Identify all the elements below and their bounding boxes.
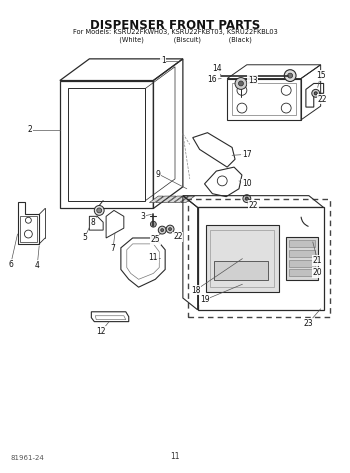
Bar bbox=[205, 225, 279, 292]
Circle shape bbox=[161, 228, 164, 232]
Text: 11: 11 bbox=[170, 452, 180, 461]
Text: 18: 18 bbox=[191, 286, 201, 295]
Bar bbox=[289, 240, 315, 247]
Text: DISPENSER FRONT PARTS: DISPENSER FRONT PARTS bbox=[90, 18, 260, 32]
Text: 16: 16 bbox=[208, 75, 217, 84]
Circle shape bbox=[235, 78, 247, 89]
Text: 22: 22 bbox=[249, 201, 259, 210]
Circle shape bbox=[158, 226, 166, 234]
Circle shape bbox=[284, 70, 296, 81]
Text: 17: 17 bbox=[242, 150, 252, 159]
Text: 14: 14 bbox=[212, 64, 222, 73]
Text: 15: 15 bbox=[316, 71, 326, 80]
Bar bbox=[289, 260, 315, 266]
Text: 12: 12 bbox=[97, 327, 106, 336]
Polygon shape bbox=[162, 196, 176, 202]
Bar bbox=[289, 270, 315, 276]
Circle shape bbox=[97, 208, 102, 213]
Bar bbox=[286, 237, 318, 280]
Circle shape bbox=[94, 205, 104, 215]
Bar bbox=[289, 250, 315, 257]
Circle shape bbox=[312, 89, 320, 97]
Polygon shape bbox=[181, 196, 195, 202]
Text: 22: 22 bbox=[173, 233, 183, 242]
Text: 6: 6 bbox=[8, 260, 13, 269]
Bar bbox=[232, 83, 296, 115]
Bar bbox=[20, 216, 37, 242]
Text: For Models: KSRU22FKWH03, KSRU22FKBT03, KSRU22FKBL03: For Models: KSRU22FKWH03, KSRU22FKBT03, … bbox=[73, 29, 277, 35]
Polygon shape bbox=[149, 196, 163, 202]
Text: 20: 20 bbox=[313, 268, 322, 277]
Circle shape bbox=[166, 225, 174, 233]
Circle shape bbox=[169, 228, 172, 231]
Text: 11: 11 bbox=[149, 253, 158, 262]
Text: 81961-24: 81961-24 bbox=[10, 455, 44, 461]
Text: (White)              (Biscuit)             (Black): (White) (Biscuit) (Black) bbox=[98, 36, 252, 43]
Text: 9: 9 bbox=[156, 169, 161, 178]
Bar bbox=[188, 199, 330, 317]
Circle shape bbox=[288, 73, 293, 78]
Text: 4: 4 bbox=[35, 261, 40, 270]
Text: 7: 7 bbox=[111, 244, 116, 254]
Polygon shape bbox=[156, 196, 170, 202]
Text: 2: 2 bbox=[28, 125, 33, 134]
Text: 8: 8 bbox=[91, 218, 96, 227]
Text: 19: 19 bbox=[200, 296, 209, 305]
Polygon shape bbox=[174, 196, 188, 202]
Text: 10: 10 bbox=[242, 179, 252, 188]
Text: 25: 25 bbox=[150, 236, 160, 245]
Bar bbox=[210, 230, 274, 287]
Circle shape bbox=[238, 81, 243, 86]
Text: 21: 21 bbox=[313, 256, 322, 265]
Bar bbox=[214, 261, 268, 280]
Text: 5: 5 bbox=[82, 234, 87, 243]
Text: 22: 22 bbox=[318, 95, 327, 104]
Text: 23: 23 bbox=[303, 319, 313, 328]
Text: 3: 3 bbox=[140, 212, 145, 221]
Polygon shape bbox=[168, 196, 182, 202]
Circle shape bbox=[314, 92, 317, 95]
Text: 1: 1 bbox=[161, 56, 166, 65]
Circle shape bbox=[243, 195, 251, 202]
Circle shape bbox=[150, 221, 156, 227]
Circle shape bbox=[245, 197, 248, 200]
Text: 13: 13 bbox=[248, 76, 258, 85]
